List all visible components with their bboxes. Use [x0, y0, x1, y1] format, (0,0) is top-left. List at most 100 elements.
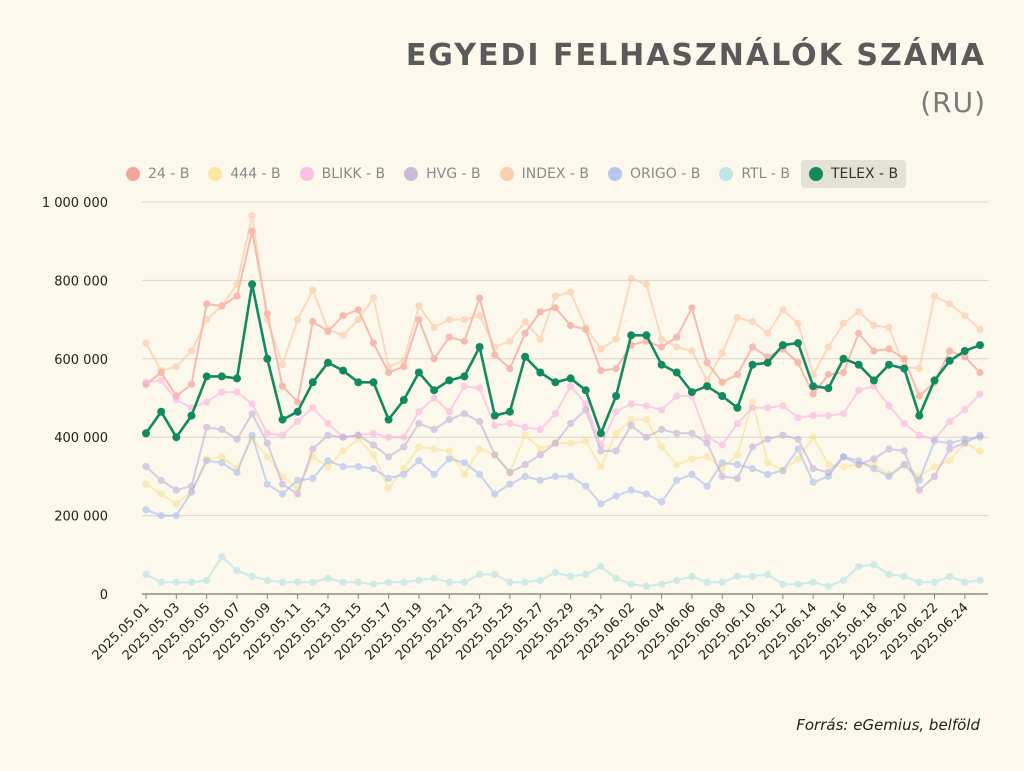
data-point-hvg-b[interactable]	[930, 472, 939, 480]
data-point-origo-b[interactable]	[400, 470, 408, 478]
data-point-rtl-b[interactable]	[976, 576, 984, 584]
data-point-index-b[interactable]	[536, 335, 544, 343]
data-point-24-b[interactable]	[445, 333, 453, 341]
data-point-blikk-b[interactable]	[460, 382, 468, 390]
data-point-rtl-b[interactable]	[642, 582, 651, 590]
data-point-444-b[interactable]	[263, 453, 271, 461]
data-point-telex-b[interactable]	[945, 356, 954, 365]
data-point-origo-b[interactable]	[551, 472, 560, 480]
data-point-index-b[interactable]	[309, 286, 317, 294]
data-point-telex-b[interactable]	[809, 382, 818, 391]
data-point-24-b[interactable]	[187, 380, 196, 388]
data-point-index-b[interactable]	[976, 325, 984, 333]
data-point-index-b[interactable]	[748, 318, 757, 326]
data-point-444-b[interactable]	[536, 445, 544, 453]
data-point-hvg-b[interactable]	[658, 425, 666, 433]
legend-item-rtl-b[interactable]: RTL - B	[711, 160, 798, 188]
data-point-rtl-b[interactable]	[521, 578, 529, 586]
data-point-index-b[interactable]	[324, 325, 332, 333]
legend-item-blikk-b[interactable]: BLIKK - B	[292, 160, 393, 188]
data-point-hvg-b[interactable]	[415, 419, 423, 428]
data-point-index-b[interactable]	[839, 319, 848, 328]
data-point-index-b[interactable]	[445, 316, 453, 324]
data-point-24-b[interactable]	[809, 390, 817, 398]
data-point-24-b[interactable]	[870, 347, 878, 355]
data-point-telex-b[interactable]	[339, 366, 348, 375]
data-point-24-b[interactable]	[703, 359, 711, 367]
data-point-blikk-b[interactable]	[673, 392, 681, 400]
data-point-24-b[interactable]	[915, 392, 923, 400]
data-point-444-b[interactable]	[748, 398, 757, 406]
data-point-telex-b[interactable]	[490, 411, 499, 420]
data-point-444-b[interactable]	[658, 443, 666, 451]
data-point-blikk-b[interactable]	[157, 376, 165, 384]
data-point-rtl-b[interactable]	[339, 578, 347, 586]
data-point-telex-b[interactable]	[976, 341, 984, 350]
data-point-index-b[interactable]	[567, 288, 575, 296]
data-point-24-b[interactable]	[612, 365, 620, 373]
data-point-rtl-b[interactable]	[582, 570, 590, 579]
data-point-444-b[interactable]	[445, 447, 453, 455]
legend-item-origo-b[interactable]: ORIGO - B	[600, 160, 708, 188]
data-point-hvg-b[interactable]	[521, 461, 529, 469]
data-point-telex-b[interactable]	[217, 372, 226, 381]
data-point-hvg-b[interactable]	[733, 474, 742, 482]
data-point-444-b[interactable]	[400, 465, 408, 473]
data-point-index-b[interactable]	[248, 212, 256, 220]
data-point-rtl-b[interactable]	[915, 578, 923, 586]
data-point-rtl-b[interactable]	[627, 580, 635, 588]
data-point-index-b[interactable]	[521, 318, 529, 326]
data-point-telex-b[interactable]	[900, 364, 909, 373]
data-point-hvg-b[interactable]	[551, 439, 560, 447]
data-point-rtl-b[interactable]	[612, 574, 620, 582]
data-point-index-b[interactable]	[612, 335, 620, 343]
legend-item-index-b[interactable]: INDEX - B	[492, 160, 597, 188]
data-point-index-b[interactable]	[233, 280, 241, 288]
data-point-blikk-b[interactable]	[203, 398, 211, 406]
data-point-origo-b[interactable]	[187, 488, 196, 496]
data-point-hvg-b[interactable]	[218, 425, 226, 433]
data-point-blikk-b[interactable]	[324, 419, 332, 428]
data-point-rtl-b[interactable]	[885, 570, 893, 579]
data-point-rtl-b[interactable]	[673, 576, 681, 584]
data-point-origo-b[interactable]	[445, 455, 453, 463]
data-point-origo-b[interactable]	[839, 453, 848, 461]
data-point-rtl-b[interactable]	[764, 570, 772, 579]
data-point-origo-b[interactable]	[733, 461, 742, 469]
data-point-444-b[interactable]	[369, 451, 378, 459]
data-point-blikk-b[interactable]	[309, 404, 317, 412]
data-point-blikk-b[interactable]	[278, 431, 287, 439]
data-point-origo-b[interactable]	[294, 476, 302, 484]
data-point-blikk-b[interactable]	[400, 433, 408, 441]
data-point-origo-b[interactable]	[263, 480, 271, 488]
data-point-444-b[interactable]	[218, 453, 226, 461]
data-point-hvg-b[interactable]	[779, 431, 787, 439]
data-point-blikk-b[interactable]	[733, 419, 742, 428]
data-point-24-b[interactable]	[976, 368, 984, 377]
data-point-origo-b[interactable]	[946, 439, 954, 447]
data-point-origo-b[interactable]	[460, 459, 468, 467]
data-point-rtl-b[interactable]	[385, 578, 393, 586]
data-point-telex-b[interactable]	[596, 429, 605, 438]
data-point-rtl-b[interactable]	[445, 578, 453, 586]
data-point-telex-b[interactable]	[794, 339, 802, 348]
data-point-telex-b[interactable]	[324, 358, 332, 367]
data-point-telex-b[interactable]	[703, 382, 712, 391]
data-point-rtl-b[interactable]	[157, 578, 165, 586]
data-point-rtl-b[interactable]	[658, 580, 666, 588]
data-point-444-b[interactable]	[430, 445, 438, 453]
data-point-hvg-b[interactable]	[673, 429, 681, 437]
data-point-hvg-b[interactable]	[506, 468, 514, 477]
data-point-index-b[interactable]	[870, 321, 878, 330]
data-point-index-b[interactable]	[885, 323, 893, 331]
data-point-rtl-b[interactable]	[506, 578, 514, 586]
data-point-rtl-b[interactable]	[536, 576, 544, 584]
data-point-24-b[interactable]	[460, 337, 468, 345]
data-point-rtl-b[interactable]	[748, 572, 757, 581]
data-point-index-b[interactable]	[582, 323, 590, 331]
data-point-index-b[interactable]	[597, 345, 605, 353]
data-point-hvg-b[interactable]	[354, 431, 362, 439]
data-point-origo-b[interactable]	[612, 492, 620, 500]
data-point-index-b[interactable]	[733, 314, 742, 322]
data-point-24-b[interactable]	[718, 378, 726, 386]
